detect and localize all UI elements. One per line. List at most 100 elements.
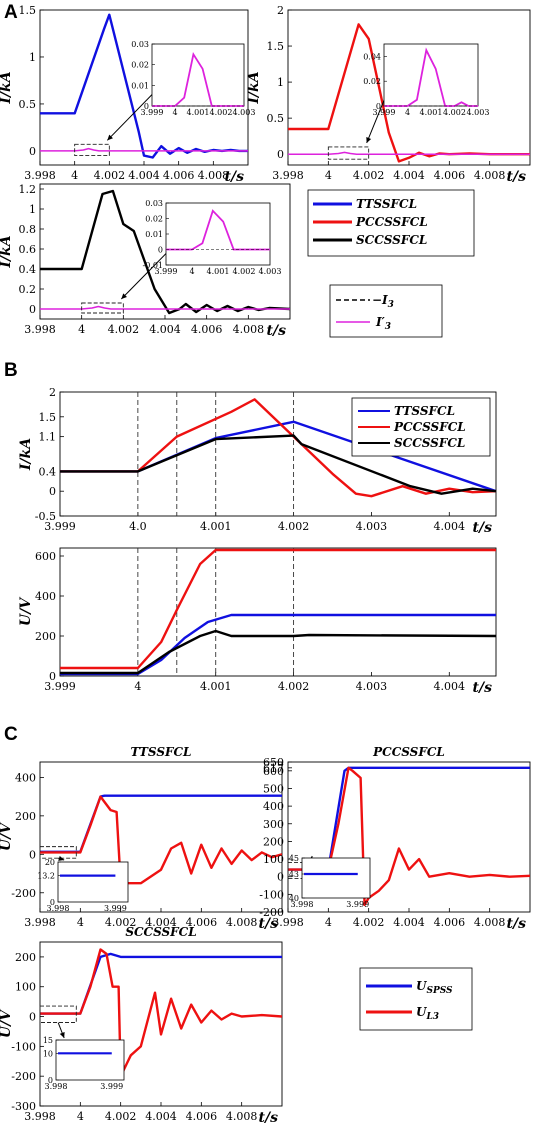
x-tick-label: 4.002 — [105, 916, 137, 929]
legend-a-label-pccssfcl: PCCSSFCL — [355, 215, 428, 229]
inset-frame — [165, 202, 271, 266]
plot-c3: 3.998 4 4.002 4.004 4.006 4.008 -300 -200 -100 0 1… — [0, 925, 283, 1125]
legend-a2-label-i3-sub: 3 — [388, 300, 394, 310]
x-axis-label: t/s — [507, 916, 527, 932]
y-tick-label: -100 — [11, 1040, 36, 1053]
x-axis-label: t/s — [473, 680, 493, 696]
zoom-arrow-head — [58, 855, 65, 861]
zoom-arrow-line — [120, 249, 171, 300]
y-tick-label: 0.5 — [19, 98, 37, 111]
x-tick-label: 4.004 — [393, 169, 425, 182]
y-tick-label: 1.5 — [267, 40, 285, 53]
x-tick-label: 4.004 — [128, 169, 160, 182]
inset-x-tick-label: 3.998 — [291, 900, 314, 909]
inset-x-tick-label: 4.003 — [259, 267, 282, 276]
y-tick-label: 200 — [35, 630, 56, 643]
chart-title: SCCSSFCL — [125, 925, 196, 939]
legend-a-devices: TTSSFCL PCCSSFCL SCCSSFCL — [307, 189, 475, 257]
legend-b-label-sccssfcl: SCCSSFCL — [394, 436, 465, 450]
inset-x-tick-label: 3.998 — [45, 1082, 68, 1091]
y-tick-label: 0.6 — [19, 243, 37, 256]
axes-frame — [59, 391, 497, 517]
x-tick-label: 4.004 — [393, 916, 425, 929]
x-tick-label: 4.001 — [200, 680, 232, 693]
x-tick-label: 4.008 — [198, 169, 230, 182]
x-tick-label: 4.006 — [186, 916, 218, 929]
series-line-pccssfcl — [60, 398, 496, 498]
inset-y-tick-label: 0.02 — [145, 215, 163, 224]
x-tick-label: 4.006 — [434, 916, 466, 929]
panel-label-a: A — [4, 2, 18, 23]
x-tick-label: 4.002 — [108, 323, 140, 336]
y-tick-label: 0 — [277, 871, 284, 884]
x-tick-label: 4 — [78, 323, 85, 336]
y-tick-label: 0.8 — [19, 223, 37, 236]
y-tick-label: 0.2 — [19, 283, 37, 296]
inset-y-tick-label: 20 — [45, 858, 55, 867]
x-tick-label: 4.006 — [163, 169, 195, 182]
inset-y-tick-label: 0.04 — [363, 52, 381, 61]
inset-y-tick-label: 0 — [144, 102, 149, 111]
legend-a2-label-i3prime-main: I′ — [375, 315, 386, 329]
y-tick-label: 500 — [263, 782, 284, 795]
x-axis-label: t/s — [225, 169, 245, 185]
y-tick-label: 400 — [263, 800, 284, 813]
legend-c-label-uspss-sub: SPSS — [426, 986, 453, 996]
series-line-0 — [40, 952, 282, 1015]
y-tick-label: -0.5 — [35, 510, 56, 523]
zoom-arrow-head — [107, 134, 113, 141]
plot-a3: 3.998 4 4.002 4.004 4.006 4.008 0 0.2 0.4 0.6 0.8 1… — [0, 183, 291, 339]
inset-y-tick-label: 0.02 — [363, 77, 381, 86]
inset-series-line — [384, 47, 478, 107]
series-line-0 — [40, 189, 290, 315]
legend-a2-label-i3-main: −I — [372, 293, 388, 307]
y-tick-label: 650 — [263, 756, 284, 769]
inset-y-tick-label: 0.03 — [131, 40, 149, 49]
y-tick-label: 300 — [263, 818, 284, 831]
inset-x-tick-label: 4 — [405, 108, 410, 117]
series-line-1 — [288, 151, 530, 155]
inset-x-tick-label: 4.002 — [233, 267, 256, 276]
x-tick-label: 3.998 — [24, 916, 56, 929]
inset-frame — [55, 1039, 125, 1081]
y-tick-label: -200 — [259, 906, 284, 919]
inset-frame — [301, 857, 371, 899]
inset-y-tick-label: 0.01 — [131, 81, 149, 90]
plot-a2: 3.998 4 4.002 4.004 4.006 4.008 0 0.5 1 1.5 2 I/kA t… — [246, 4, 531, 185]
inset-x-tick-label: 3.999 — [155, 267, 178, 276]
y-tick-label: 200 — [15, 951, 36, 964]
series-line-1 — [40, 147, 248, 152]
inset-x-tick-label: 4.003 — [233, 108, 256, 117]
x-tick-label: 4 — [77, 1110, 84, 1123]
plot-b1: 3.999 4.0 4.001 4.002 4.003 4.004 -0.5 0 0.4 1.1 1… — [18, 386, 497, 536]
inset-x-tick-label: 3.999 — [100, 1082, 123, 1091]
zoom-arrow-line — [106, 90, 157, 141]
y-axis-label: I/kA — [0, 71, 14, 104]
x-tick-label: 4.003 — [356, 520, 388, 533]
x-axis-label: t/s — [267, 323, 287, 339]
inset-y-tick-label: 0 — [376, 102, 381, 111]
inset-x-tick-label: 4 — [189, 267, 194, 276]
x-tick-label: 4.002 — [105, 1110, 137, 1123]
zoom-region-box — [74, 143, 110, 157]
x-tick-label: 4.002 — [353, 916, 385, 929]
inset-y-tick-label: 0.02 — [131, 61, 149, 70]
x-tick-label: 4.008 — [474, 169, 506, 182]
legend-b-label-pccssfcl: PCCSSFCL — [393, 420, 466, 434]
y-tick-label: 1.5 — [39, 411, 57, 424]
x-tick-label: 4.008 — [474, 916, 506, 929]
series-line-1 — [40, 948, 282, 1078]
y-tick-label: 0 — [49, 485, 56, 498]
y-tick-label: 1.1 — [39, 431, 57, 444]
inset-y-tick-label: 45 — [289, 854, 299, 863]
inset-frame — [151, 43, 245, 107]
x-axis-label: t/s — [507, 169, 527, 185]
y-tick-label: 1 — [29, 203, 36, 216]
axes-frame — [39, 941, 283, 1107]
y-tick-label: 200 — [263, 835, 284, 848]
series-line-pccssfcl — [60, 548, 496, 670]
x-axis-label: t/s — [259, 916, 279, 932]
y-tick-label: 0.4 — [19, 263, 37, 276]
x-tick-label: 4.008 — [226, 1110, 258, 1123]
